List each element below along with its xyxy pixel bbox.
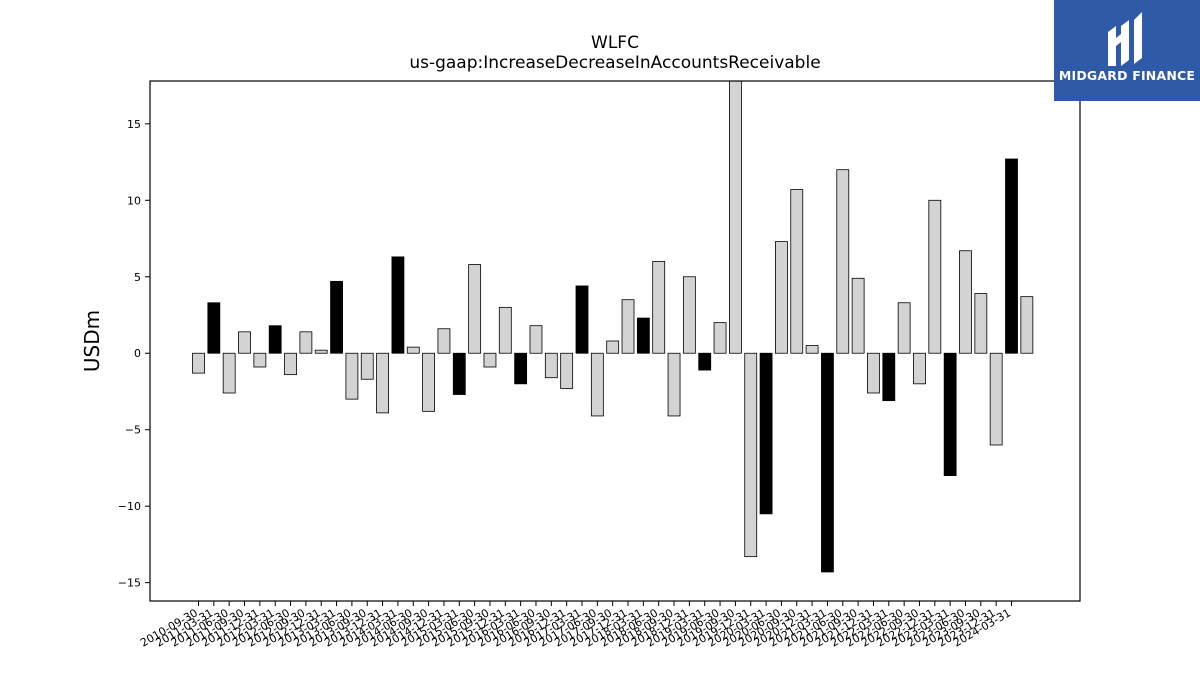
bar-2016-12-31 [575,285,589,354]
bar-2020-03-31 [775,241,788,354]
bar-2011-06-30 [238,331,251,354]
bar-2019-12-31 [759,352,773,515]
x-axis: 2010-09-302011-03-312011-06-302011-09-30… [138,601,1013,650]
bar-2010-09-30 [192,352,205,374]
bar-2014-12-31 [452,352,466,395]
bar-2016-06-30 [544,352,558,379]
bar-2013-03-31 [345,352,359,400]
bar-2014-09-30 [437,328,451,354]
plot-frame [149,80,1081,602]
bar-2018-03-31 [652,261,666,354]
y-tick-label: −15 [118,577,141,590]
bar-2023-06-30 [974,293,988,354]
brand-logo: MIDGARD FINANCE [1054,0,1200,101]
bar-2020-09-30 [805,345,819,354]
bar-2020-06-30 [790,189,804,354]
bar-2019-09-30 [744,352,758,558]
bar-2011-12-31 [268,325,282,354]
chart-subtitle: us-gaap:IncreaseDecreaseInAccountsReceiv… [409,53,820,73]
bar-2010-12-31 [207,302,221,354]
bar-2015-06-30 [483,352,497,368]
bar-2012-03-31 [284,352,297,376]
bar-2022-03-31 [897,302,911,354]
bar-2016-03-31 [529,325,543,354]
y-tick-label: 15 [127,118,141,131]
bar-2014-06-30 [422,352,436,412]
y-tick-label: 0 [134,347,141,360]
bar-2015-12-31 [514,352,528,385]
bar-2024-03-31 [1020,296,1034,354]
bar-2018-12-31 [698,352,712,371]
brand-name: MIDGARD FINANCE [1058,68,1196,83]
bar-2017-09-30 [621,299,635,354]
bar-2021-09-30 [867,352,880,394]
bar-2015-09-30 [498,306,512,354]
bars-layer [192,80,1034,573]
bar-2019-06-30 [729,80,742,354]
bar-2012-12-31 [330,280,343,354]
bar-2016-09-30 [560,352,574,389]
bar-2013-09-30 [376,352,389,414]
bar-2023-03-31 [959,250,972,354]
midgard-logo-icon [1108,12,1142,66]
bar-2011-09-30 [253,352,267,368]
bar-2013-06-30 [360,352,374,380]
bar-2015-03-31 [468,264,482,354]
y-tick-label: −10 [118,500,141,513]
bar-2022-12-31 [943,352,957,476]
bar-2013-12-31 [391,256,405,354]
bar-2018-09-30 [682,276,696,354]
bar-2017-12-31 [636,317,650,354]
bar-2023-12-31 [1005,158,1018,354]
bar-2022-09-30 [928,199,942,354]
bar-2021-06-30 [851,277,865,354]
bar-2017-06-30 [606,340,620,354]
bar-2023-09-30 [989,352,1003,446]
bar-2017-03-31 [590,352,604,417]
bar-2021-12-31 [882,352,896,402]
bar-2018-06-30 [667,352,681,417]
bar-2011-03-31 [222,352,236,394]
y-axis: −15 −10 −5 0 5 10 15 [118,118,150,590]
bar-2012-09-30 [314,349,328,354]
bar-2020-12-31 [821,352,834,573]
bar-2014-03-31 [406,346,420,354]
bar-2012-06-30 [299,331,313,354]
bar-2019-03-31 [713,322,727,354]
y-tick-label: 5 [134,271,141,284]
bar-2022-06-30 [913,352,926,385]
y-axis-label: USDm [80,310,104,372]
y-tick-label: 10 [127,194,141,207]
y-tick-label: −5 [125,424,141,437]
chart-title: WLFC [591,33,639,53]
bar-2021-03-31 [836,169,850,354]
